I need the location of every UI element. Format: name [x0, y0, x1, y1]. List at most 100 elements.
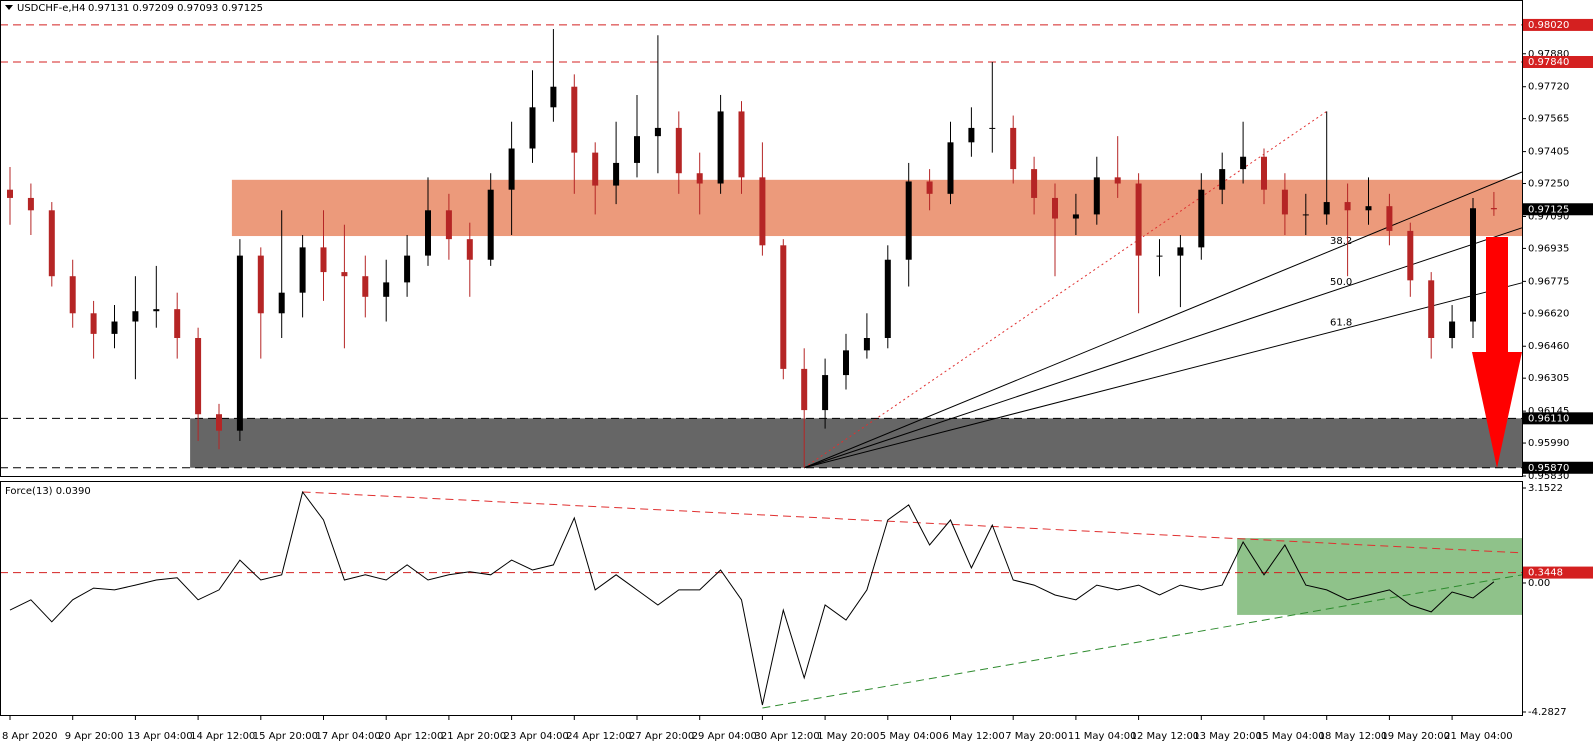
- candle-body: [1344, 202, 1351, 211]
- main-frame: [0, 0, 1523, 477]
- candle-body: [27, 197, 34, 211]
- candle-body: [1219, 169, 1226, 190]
- symbol: USDCHF-e,H4: [17, 3, 85, 14]
- x-tick-label: 7 May 20:00: [1005, 731, 1067, 742]
- x-tick-label: 6 May 12:00: [943, 731, 1005, 742]
- candle-body: [863, 337, 870, 351]
- fan-label: 50.0: [1330, 277, 1352, 288]
- x-tick-label: 20 Apr 12:00: [378, 731, 443, 742]
- candle-body: [738, 111, 745, 178]
- candle-body: [1052, 197, 1058, 219]
- candle-body: [362, 276, 369, 297]
- candle-body: [299, 247, 306, 293]
- x-tick-label: 19 May 20:00: [1381, 731, 1450, 742]
- y-tick-label: 0.97720: [1528, 82, 1569, 93]
- level-label-bg: [1523, 55, 1593, 68]
- level-label: 0.3448: [1528, 568, 1563, 579]
- y-tick-label: 0.95830: [1528, 471, 1569, 482]
- candle-body: [257, 255, 264, 314]
- candle-body: [383, 282, 390, 297]
- candle-body: [153, 309, 160, 312]
- level-label: 0.97840: [1528, 57, 1569, 68]
- y-tick-label: 0.95990: [1528, 438, 1569, 449]
- x-tick-label: 15 Apr 20:00: [253, 731, 318, 742]
- candle-body: [1156, 255, 1163, 257]
- candle-body: [1365, 206, 1372, 211]
- force-line: [9, 490, 1495, 706]
- fan-base: [803, 111, 1327, 469]
- x-tick-label: 18 May 12:00: [1319, 731, 1388, 742]
- candle-body: [195, 337, 202, 415]
- fan-label: 38.2: [1330, 236, 1352, 247]
- fan-line: [804, 282, 1523, 469]
- candle-body: [780, 245, 787, 369]
- x-tick-label: 13 May 20:00: [1193, 731, 1262, 742]
- candle-body: [236, 255, 243, 431]
- down-arrow: [1472, 237, 1522, 468]
- y-tick-label: 0.96145: [1528, 406, 1569, 417]
- candle-body: [571, 86, 578, 153]
- candle-body: [69, 276, 76, 314]
- x-tick-label: 13 Apr 04:00: [127, 731, 192, 742]
- x-tick-label: 24 Apr 12:00: [566, 731, 631, 742]
- y-tick-label: 0.96460: [1528, 341, 1569, 352]
- y-tick-label: 0.96775: [1528, 276, 1569, 287]
- x-tick-label: 15 May 04:00: [1256, 731, 1325, 742]
- y-tick-label: 3.1522: [1528, 483, 1563, 494]
- candle-body: [1240, 156, 1247, 170]
- candle-body: [111, 321, 118, 334]
- x-tick-label: 8 Apr 2020: [2, 731, 57, 742]
- candle-body: [320, 247, 327, 273]
- fan-line: [804, 227, 1523, 469]
- candle-body: [341, 272, 348, 277]
- layer: 0.97880 0.97720 0.97565 0.97405 0.97250 0.970…: [0, 18, 1593, 742]
- candle-body: [529, 107, 536, 149]
- x-tick-label: 21 Apr 20:00: [441, 731, 506, 742]
- candle-body: [1177, 247, 1184, 256]
- level-label-bg: [1523, 566, 1593, 579]
- candle-body: [696, 173, 703, 184]
- current-price-bg: [1523, 203, 1593, 216]
- y-tick-label: 0.97090: [1528, 211, 1569, 222]
- candle-body: [487, 189, 494, 260]
- signal-box: [1237, 538, 1522, 615]
- ohlc-label: 0.97131 0.97209 0.97093 0.97125: [88, 3, 263, 14]
- level-label: 0.95870: [1528, 463, 1569, 474]
- candle-body: [404, 255, 411, 283]
- y-tick-label: 0.97565: [1528, 114, 1569, 125]
- x-tick-label: 1 May 20:00: [817, 731, 879, 742]
- candle-body: [822, 375, 829, 411]
- candle-body: [1093, 177, 1100, 215]
- candle-body: [1449, 321, 1456, 338]
- candle-body: [717, 111, 724, 184]
- candle-body: [1407, 230, 1414, 281]
- candle-body: [801, 368, 808, 411]
- trendline: [302, 491, 1523, 554]
- candle-body: [1490, 208, 1497, 210]
- candle-body: [445, 210, 452, 240]
- x-tick-label: 23 Apr 04:00: [504, 731, 569, 742]
- candle-body: [968, 127, 975, 143]
- candle-body: [1302, 214, 1309, 216]
- candle-body: [989, 127, 996, 129]
- candle-body: [278, 292, 285, 314]
- y-tick-label: -4.2827: [1528, 707, 1567, 718]
- candle-body: [654, 127, 661, 137]
- y-tick-label: 0.96935: [1528, 243, 1569, 254]
- indicator-title: Force(13) 0.0390: [5, 486, 91, 497]
- candle-body: [174, 309, 181, 338]
- candle-body: [1470, 208, 1476, 322]
- y-tick-label: 0.97880: [1528, 49, 1569, 60]
- candle-body: [1031, 169, 1038, 198]
- candle-body: [759, 177, 766, 246]
- x-tick-label: 29 Apr 04:00: [692, 731, 757, 742]
- trendline: [762, 574, 1523, 709]
- candle-body: [1114, 177, 1121, 184]
- y-tick-label: 0.00: [1528, 578, 1550, 589]
- sub-frame: [0, 481, 1523, 716]
- current-price-label: 0.97125: [1528, 204, 1569, 215]
- candle-body: [905, 181, 912, 260]
- candle-body: [466, 239, 473, 260]
